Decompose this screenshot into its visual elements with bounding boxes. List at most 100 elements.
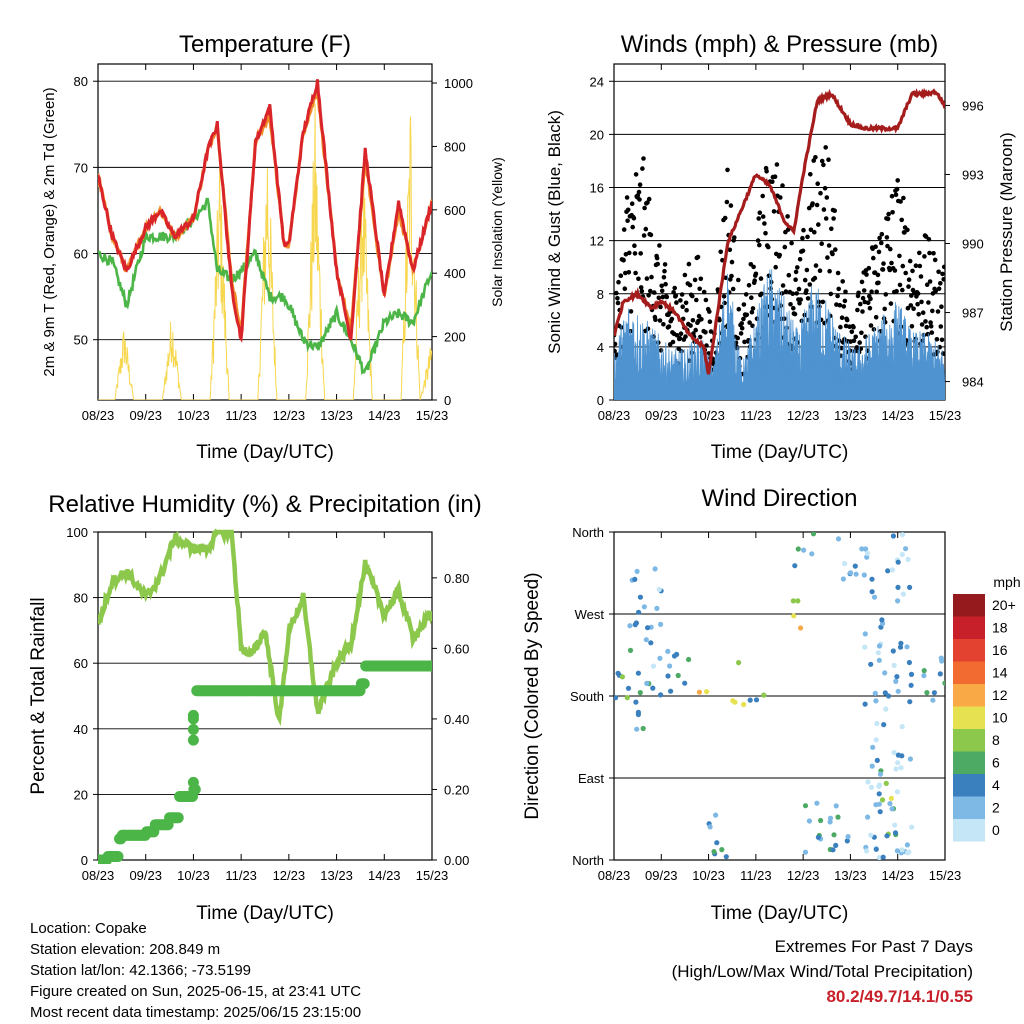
gust-point <box>756 216 761 221</box>
direction-point <box>890 648 896 654</box>
gust-point <box>707 319 713 325</box>
direction-xtick-label: 13/23 <box>834 868 867 883</box>
gust-point <box>616 279 621 285</box>
winds-xtick-label: 12/23 <box>787 408 820 423</box>
gust-point <box>889 193 895 199</box>
gust-point <box>823 145 828 150</box>
gust-point <box>790 291 795 297</box>
gust-point <box>915 301 920 307</box>
temperature-xtick-label: 14/23 <box>368 408 401 423</box>
direction-point <box>637 594 644 600</box>
extremes-panel: Extremes For Past 7 Days (High/Low/Max W… <box>672 934 973 1009</box>
direction-point <box>884 833 890 839</box>
direction-point <box>879 617 885 623</box>
direction-point <box>802 803 809 809</box>
direction-xtick-label: 10/23 <box>692 868 725 883</box>
direction-point <box>792 563 798 569</box>
gust-point <box>679 348 684 354</box>
gust-point <box>906 284 911 289</box>
gust-point <box>864 272 869 277</box>
gust-point <box>879 240 884 246</box>
direction-point <box>909 824 915 830</box>
humidity-y2tick-label: 0.60 <box>444 641 469 656</box>
winds-xtick-label: 15/23 <box>929 408 962 423</box>
gust-point <box>701 289 707 295</box>
gust-point <box>938 281 943 286</box>
direction-point <box>815 834 822 840</box>
direction-point <box>632 576 638 583</box>
gust-point <box>903 270 908 276</box>
gust-point <box>920 310 926 316</box>
gust-point <box>860 309 865 314</box>
gust-point <box>802 277 808 283</box>
direction-point <box>879 797 886 803</box>
temperature-ytick-label: 60 <box>74 247 88 262</box>
gust-point <box>941 264 945 270</box>
direction-point <box>877 809 883 815</box>
direction-point <box>713 812 719 818</box>
direction-point <box>895 584 901 591</box>
humidity-y2tick-label: 0.00 <box>444 853 469 868</box>
gust-point <box>772 174 778 179</box>
direction-point <box>906 849 912 855</box>
direction-point <box>753 697 760 703</box>
gust-point <box>726 290 732 295</box>
direction-point <box>876 791 882 797</box>
direction-point <box>876 801 882 807</box>
direction-point <box>674 651 680 658</box>
gust-point <box>633 172 639 177</box>
temperature-xtick-label: 12/23 <box>273 408 306 423</box>
winds-ytick-label: 0 <box>597 393 604 408</box>
gust-point <box>886 211 891 217</box>
gust-point <box>854 345 860 350</box>
winds-y2tick-label: 993 <box>962 167 984 182</box>
gust-point <box>859 279 865 285</box>
direction-ytick-label: North <box>572 853 604 868</box>
gust-point <box>753 271 759 277</box>
gust-point <box>908 303 914 308</box>
temperature-series <box>98 79 432 400</box>
direction-point <box>696 689 703 695</box>
temperature-xlabel: Time (Day/UTC) <box>196 442 334 463</box>
gust-point <box>819 158 825 164</box>
gust-point <box>743 292 749 297</box>
direction-point <box>835 536 842 542</box>
gust-point <box>782 244 788 250</box>
gust-point <box>659 288 665 294</box>
gust-point <box>614 348 617 354</box>
temperature-xtick-label: 09/23 <box>129 408 162 423</box>
direction-point <box>907 584 913 591</box>
temperature-y2tick-label: 1000 <box>444 76 473 91</box>
gust-point <box>928 324 934 329</box>
direction-ytick-label: East <box>578 771 604 786</box>
direction-point <box>868 661 874 667</box>
gust-point <box>627 250 632 256</box>
winds-ytick-label: 12 <box>590 234 604 249</box>
gust-point <box>789 240 794 246</box>
gust-point <box>640 166 645 171</box>
gust-point <box>907 258 913 264</box>
gust-point <box>919 322 925 327</box>
gust-point <box>727 247 733 253</box>
gust-point <box>857 340 862 345</box>
direction-point <box>625 685 632 691</box>
gust-point <box>851 324 856 330</box>
gust-point <box>662 268 667 274</box>
direction-point <box>864 550 871 557</box>
gust-point <box>638 285 644 290</box>
gust-point <box>922 254 927 259</box>
gust-point <box>805 296 811 301</box>
winds-y2tick-label: 987 <box>962 306 984 321</box>
direction-point <box>654 605 660 612</box>
direction-point <box>633 699 639 705</box>
gust-point <box>889 260 894 266</box>
humidity-series <box>98 528 432 864</box>
gust-point <box>696 313 702 319</box>
humidity-xtick-label: 11/23 <box>225 868 257 883</box>
gust-point <box>615 300 621 306</box>
direction-point <box>633 620 640 626</box>
direction-xtick-label: 12/23 <box>787 868 820 883</box>
gust-point <box>718 249 723 255</box>
gust-point <box>690 318 696 323</box>
precip-point <box>112 851 124 862</box>
